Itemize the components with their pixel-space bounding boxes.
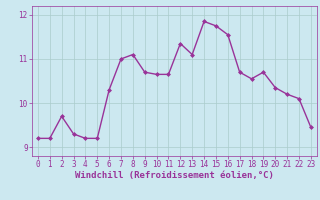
X-axis label: Windchill (Refroidissement éolien,°C): Windchill (Refroidissement éolien,°C) (75, 171, 274, 180)
